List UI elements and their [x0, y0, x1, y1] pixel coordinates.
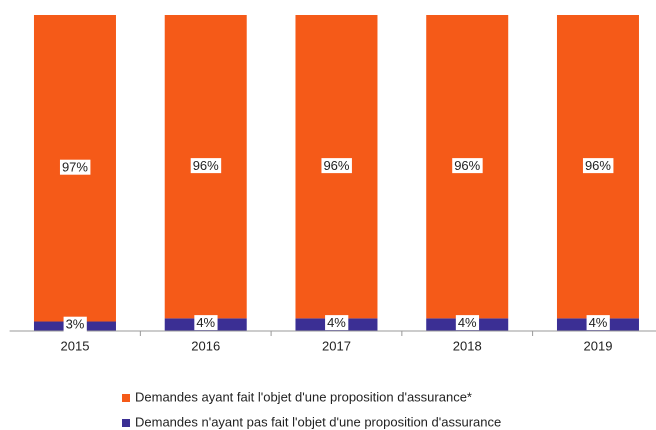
- value-label: 96%: [193, 158, 219, 173]
- value-label: 4%: [196, 315, 215, 330]
- value-label-box: [455, 315, 480, 331]
- x-tick-label: 2019: [584, 338, 613, 353]
- value-label-box: [194, 315, 218, 331]
- value-label-box: [190, 158, 222, 174]
- x-tick-label: 2018: [453, 338, 482, 353]
- value-label: 4%: [327, 315, 346, 330]
- value-label-box: [325, 315, 349, 331]
- value-label: 3%: [66, 317, 85, 332]
- value-label-box: [586, 315, 610, 331]
- legend-label: Demandes n'ayant pas fait l'objet d'une …: [135, 414, 501, 429]
- value-label-box: [321, 158, 352, 174]
- value-label: 96%: [585, 158, 611, 173]
- value-label: 4%: [589, 315, 608, 330]
- value-label: 96%: [323, 158, 349, 173]
- x-tick-label: 2016: [191, 338, 220, 353]
- value-label: 96%: [454, 158, 480, 173]
- value-label: 4%: [458, 315, 477, 330]
- legend-swatch: [122, 419, 130, 427]
- value-label: 97%: [62, 160, 88, 175]
- legend-label: Demandes ayant fait l'objet d'une propos…: [135, 389, 472, 404]
- value-label-box: [63, 316, 87, 332]
- x-tick-label: 2017: [322, 338, 351, 353]
- value-label-box: [582, 158, 614, 174]
- x-tick-label: 2015: [61, 338, 90, 353]
- value-label-box: [452, 158, 483, 174]
- legend-swatch: [122, 394, 130, 402]
- value-label-box: [59, 159, 91, 175]
